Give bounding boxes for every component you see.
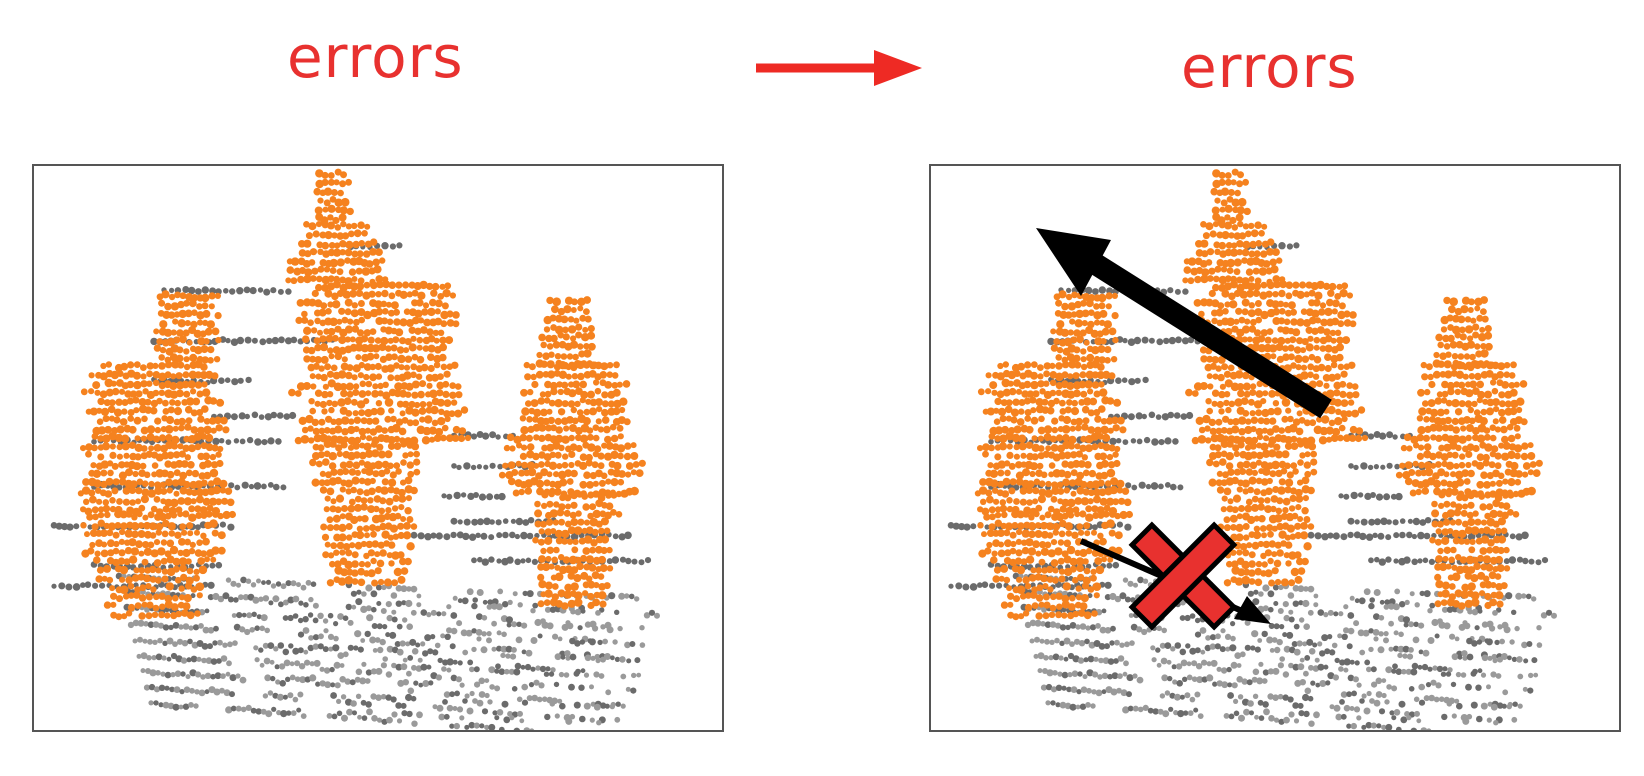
left-point-cloud-panel <box>32 164 724 732</box>
right-point-cloud <box>947 168 1557 730</box>
large-arrow-shaft <box>1080 248 1332 419</box>
large-arrow-head-icon <box>1036 228 1111 296</box>
left-errors-label: errors <box>287 23 464 91</box>
right-arrow-icon <box>756 50 922 86</box>
right-point-cloud-panel <box>929 164 1621 732</box>
person-points <box>77 168 646 621</box>
right-errors-label: errors <box>1181 33 1358 101</box>
person-points <box>974 168 1543 621</box>
left-point-cloud <box>50 168 660 730</box>
small-arrow-head-icon <box>1234 596 1271 624</box>
cross-icon <box>1128 521 1238 631</box>
overlay <box>1036 228 1332 631</box>
